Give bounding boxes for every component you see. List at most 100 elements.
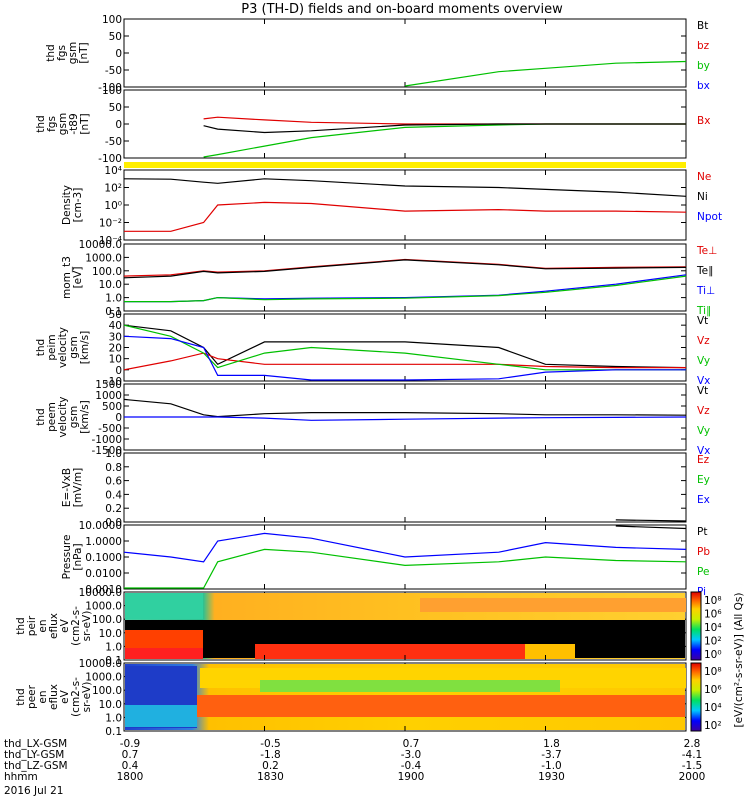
y-tick-label: -500 [98, 423, 122, 435]
y-tick-label: 10.0 [99, 628, 122, 640]
y-tick-label: 0.0010 [85, 584, 122, 596]
y-tick-label: 0.1 [105, 655, 122, 667]
y-axis-label: [km/s] [79, 400, 91, 434]
y-tick-label: 10⁰ [104, 200, 122, 212]
y-tick-label: 0.6 [105, 476, 122, 488]
y-tick-label: 0 [115, 412, 122, 424]
y-tick-label: 100 [102, 14, 122, 26]
y-axis-label: thd [45, 44, 57, 61]
y-tick-label: -50 [105, 136, 122, 148]
axis-row-value: 2.8 [684, 738, 701, 750]
y-tick-label: 20 [109, 343, 122, 355]
axis-row-label: thd_LY-GSM [4, 749, 64, 761]
colorbar-tick-label: 10⁴ [704, 702, 722, 714]
series-peim-Vx [123, 335, 686, 381]
y-tick-label: 1.0 [105, 293, 122, 305]
series-temp-Ti∥ [124, 275, 687, 303]
legend-Vz: Vz [697, 405, 710, 417]
legend-Pe: Pe [697, 566, 709, 578]
legend-Npot: Npot [697, 211, 722, 223]
legend-Pt: Pt [697, 526, 707, 538]
y-tick-label: 500 [102, 401, 122, 413]
y-axis-label: (cm2-s- [70, 606, 82, 646]
y-tick-label: 100.0 [92, 614, 122, 626]
y-tick-label: -10 [105, 376, 122, 388]
panel-frame [123, 18, 687, 88]
y-tick-label: 0 [115, 48, 122, 60]
y-axis-label: velocity [57, 396, 69, 437]
panel-peir: 10000.0 1000.0100.0 10.01.0 0.1 thd peir en efl… [15, 587, 687, 667]
axis-row-label: hhmm [4, 771, 38, 783]
legend-Vx: Vx [697, 375, 710, 387]
panel-fgs: 100 50 0 -50 -100 thd fgs gsm [nT] Bt bz by bx [45, 14, 710, 94]
legend-Vt: Vt [697, 315, 708, 327]
spectrogram-band [260, 680, 560, 692]
y-axis-label: gsm [57, 113, 69, 135]
y-tick-label: 10⁻² [99, 218, 122, 230]
y-axis-label: (cm2-s- [70, 677, 82, 717]
y-tick-label: 10² [104, 183, 122, 195]
colorbar-tick-label: 10⁶ [704, 684, 722, 696]
legend-bx: bx [697, 80, 710, 92]
panel-density: 10⁴ 10² 10⁰ 10⁻² 10⁻⁴ Density [cm-3] Ne Ni Npot [61, 165, 722, 247]
time-axis: thd_LX-GSM -0.9 -0.5 0.7 1.8 2.8 thd_LY-GSM 0.7… [4, 738, 705, 797]
colorbar-title: [eV/(cm²-s-sr-eV)] (All Qs) [733, 593, 745, 728]
series-fgs-by [404, 60, 687, 87]
y-axis-label: mom_t3 [61, 256, 73, 299]
y-tick-label: 10 [109, 354, 122, 366]
spectrogram-band [125, 648, 203, 659]
legend-Vy: Vy [697, 355, 710, 367]
y-axis-label: [cm-3] [72, 188, 84, 223]
y-tick-label: 0.4 [105, 489, 122, 501]
y-axis-label: eflux [48, 613, 60, 639]
y-axis-label: gsm [67, 42, 79, 64]
y-tick-label: 10⁴ [104, 165, 122, 177]
panel-efield: 1.0 0.8 0.60.4 0.2 0.0 E=-VxB [mV/m] Ez Ey Ex [61, 448, 710, 529]
y-tick-label: 1.0 [105, 712, 122, 724]
y-tick-label: 0.2 [105, 503, 122, 515]
legend-Ey: Ey [697, 474, 710, 486]
y-tick-label: 50 [109, 309, 122, 321]
y-tick-label: 1000.0 [85, 252, 122, 264]
y-axis-label: peer [26, 684, 38, 709]
series-temp-Ti⊥ [124, 274, 687, 303]
series-pressure-Pe [124, 548, 687, 589]
axis-row-value: 1930 [538, 771, 565, 783]
legend-Bt: Bt [697, 20, 708, 32]
spectrogram-band [125, 630, 203, 648]
y-axis-label: thd [15, 688, 27, 705]
series-efield-Ez [615, 519, 687, 522]
legend-by: by [697, 60, 710, 72]
y-tick-label: 0.1 [105, 726, 122, 738]
colorbar-gradient [690, 662, 702, 732]
colorbar-tick-label: 10⁶ [704, 609, 722, 621]
y-tick-label: 30 [109, 331, 122, 343]
y-tick-label: 50 [109, 102, 122, 114]
spectrogram-band [125, 593, 203, 619]
legend-Vt: Vt [697, 385, 708, 397]
series-density-Ne [124, 201, 687, 232]
y-tick-label: 0.0100 [85, 568, 122, 580]
spectrogram-peer [125, 664, 686, 730]
legend-Vx: Vx [697, 445, 710, 457]
axis-row-value: -1.8 [260, 749, 281, 761]
y-tick-label: 1.0 [105, 448, 122, 460]
date-label: 2016 Jul 21 [4, 785, 63, 797]
panel-frame [123, 452, 687, 523]
y-tick-label: 10000.0 [79, 587, 122, 599]
panel-frame [123, 313, 687, 382]
y-axis-label: eV [59, 618, 71, 632]
series-peim-Vt [123, 324, 687, 369]
y-axis-label: gsm [68, 406, 80, 428]
y-axis-label: sr-eV) [81, 682, 93, 713]
legend-Ez: Ez [697, 454, 710, 466]
y-tick-label: 0.8 [105, 462, 122, 474]
y-axis-label: peem [46, 402, 58, 432]
series-fgs-dc-Bt [203, 123, 686, 134]
y-tick-label: 0.0 [105, 517, 122, 529]
spectrogram-band [525, 644, 575, 659]
y-axis-label: eV [59, 689, 71, 703]
axis-row-label: thd_LZ-GSM [4, 760, 68, 772]
